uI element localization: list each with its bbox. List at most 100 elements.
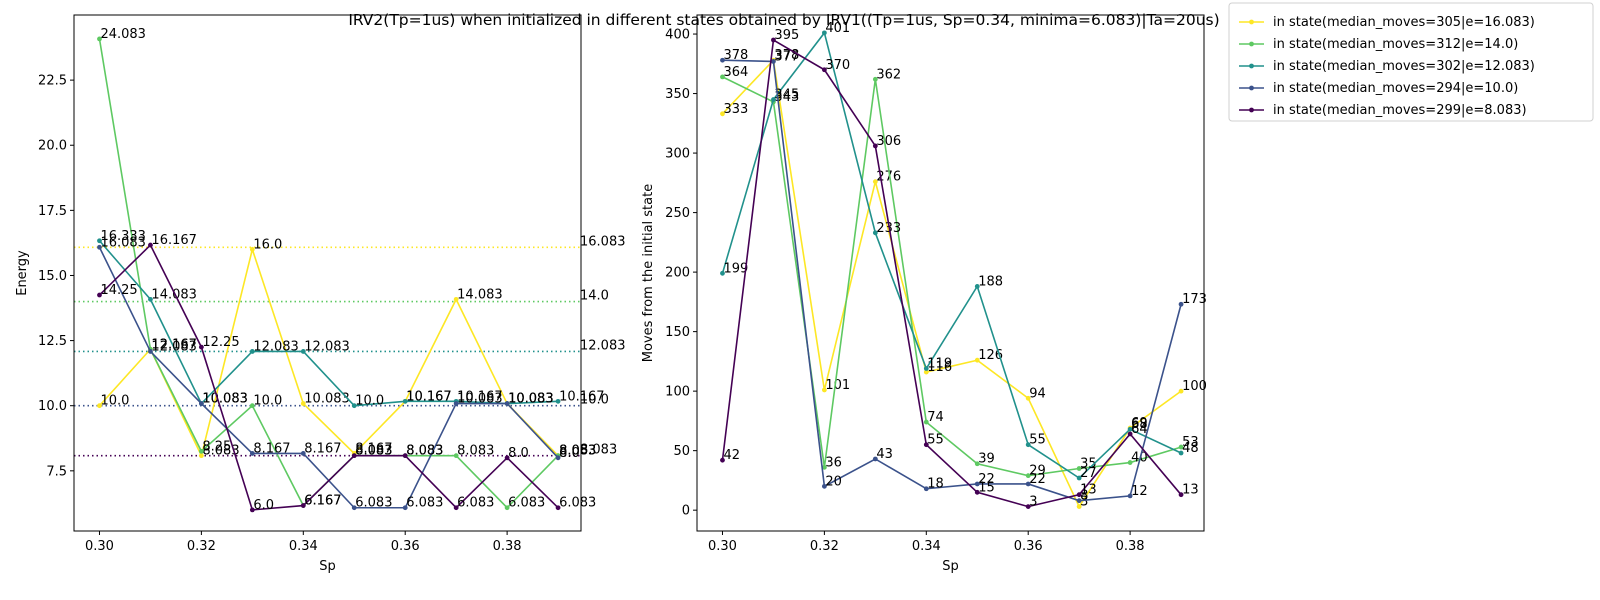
series-line (721, 58, 1182, 509)
data-label: 8 (1080, 489, 1088, 504)
data-point (402, 453, 408, 459)
data-label: 100 (1182, 379, 1207, 394)
x-tick-label: 0.30 (708, 539, 737, 554)
legend-entry: in state(median_moves=305|e=16.083) (1273, 15, 1535, 30)
x-axis-label: Sp (319, 559, 336, 574)
data-label: 18 (927, 477, 944, 492)
data-label: 24.083 (100, 27, 146, 42)
data-point (1127, 431, 1133, 437)
y-tick-label: 7.5 (46, 464, 67, 479)
data-label: 6.0 (253, 498, 274, 513)
data-label: 12 (1131, 484, 1148, 499)
data-point (1178, 388, 1184, 394)
data-point (1178, 444, 1184, 450)
data-point (872, 76, 878, 82)
data-label: 12.083 (304, 339, 350, 354)
data-point (453, 296, 459, 302)
y-tick-label: 20.0 (38, 139, 67, 154)
reference-label: 10.0 (580, 393, 609, 408)
data-label: 401 (825, 21, 850, 36)
data-point (821, 464, 827, 470)
y-tick-label: 250 (665, 206, 690, 221)
data-label: 6.083 (406, 496, 443, 511)
data-label: 6.083 (559, 496, 596, 511)
data-point (771, 97, 776, 102)
data-point (821, 67, 827, 73)
data-label: 15 (978, 480, 995, 495)
series-line (721, 38, 1182, 508)
x-tick-label: 0.32 (810, 539, 839, 554)
data-point (872, 230, 878, 236)
data-point (1127, 426, 1133, 432)
data-label: 10.083 (508, 392, 554, 407)
data-label: 6.167 (304, 494, 341, 509)
data-label: 10.0 (355, 394, 384, 409)
data-point (1178, 450, 1184, 456)
data-label: 64 (1131, 422, 1148, 437)
data-point (249, 507, 255, 513)
legend-marker (1249, 41, 1254, 47)
data-point (504, 505, 510, 511)
reference-label: 12.083 (580, 338, 626, 353)
series-line (98, 38, 559, 509)
data-label: 333 (723, 102, 748, 117)
data-point (97, 36, 102, 42)
data-point (402, 398, 408, 404)
x-axis-label: Sp (942, 559, 959, 574)
data-point (1178, 492, 1184, 498)
y-tick-label: 15.0 (38, 269, 67, 284)
data-label: 188 (978, 274, 1003, 289)
x-tick-label: 0.38 (1116, 539, 1145, 554)
data-point (1076, 504, 1082, 509)
x-tick-label: 0.38 (493, 539, 522, 554)
data-label: 362 (876, 67, 901, 82)
data-point (198, 453, 204, 459)
x-tick-label: 0.34 (912, 539, 941, 554)
data-point (555, 398, 561, 404)
data-label: 378 (723, 48, 748, 63)
legend-entry: in state(median_moves=312|e=14.0) (1273, 37, 1518, 52)
data-label: 12.25 (202, 335, 239, 350)
data-label: 10.167 (457, 389, 503, 404)
legend-entry: in state(median_moves=299|e=8.083) (1273, 103, 1527, 118)
data-label: 395 (774, 28, 799, 43)
data-point (1076, 492, 1082, 498)
data-point (1025, 395, 1031, 401)
y-tick-label: 22.5 (38, 74, 67, 89)
data-label: 12.167 (151, 337, 197, 352)
data-label: 119 (927, 357, 952, 372)
x-tick-label: 0.34 (289, 539, 318, 554)
reference-label: 16.083 (580, 234, 626, 249)
legend-marker (1249, 19, 1254, 25)
data-label: 8.0 (559, 446, 580, 461)
data-point (923, 366, 929, 371)
legend-entry: in state(median_moves=302|e=12.083) (1273, 59, 1535, 74)
data-label: 22 (978, 472, 995, 487)
data-point (148, 242, 153, 248)
data-point (923, 442, 929, 448)
y-tick-label: 400 (665, 28, 690, 43)
data-point (1076, 475, 1082, 481)
data-label: 22 (1029, 472, 1046, 487)
data-label: 10.083 (457, 392, 503, 407)
x-tick-label: 0.36 (1014, 539, 1043, 554)
data-point (504, 455, 510, 461)
data-label: 199 (723, 261, 748, 276)
data-point (351, 403, 357, 409)
data-label: 3 (1029, 495, 1037, 510)
data-point (453, 505, 459, 511)
data-point (923, 486, 929, 492)
data-label: 6.083 (457, 496, 494, 511)
data-label: 10.083 (304, 392, 350, 407)
data-label: 10.083 (508, 392, 554, 407)
data-point (300, 451, 306, 456)
series-line (98, 240, 559, 407)
data-label: 12.083 (253, 339, 299, 354)
data-point (1178, 301, 1184, 307)
data-label: 6.167 (304, 494, 341, 509)
data-point (872, 179, 878, 185)
data-point (1025, 504, 1031, 509)
data-point (198, 448, 204, 454)
data-label: 10.083 (202, 392, 248, 407)
data-point (249, 349, 255, 354)
